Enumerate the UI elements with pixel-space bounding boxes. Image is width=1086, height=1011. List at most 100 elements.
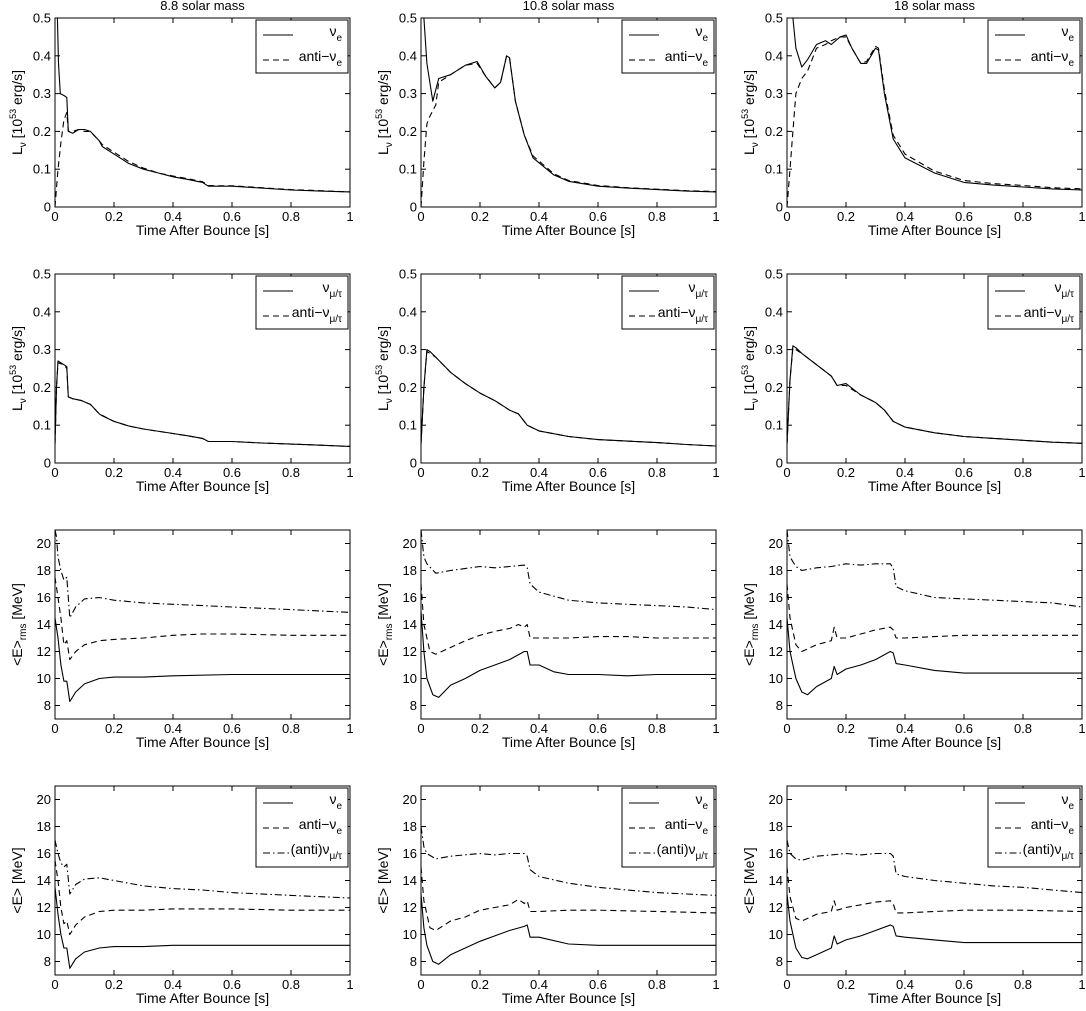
series-line-solid [55,18,350,193]
legend-label: νe [329,23,342,44]
x-tick-label: 0.2 [105,721,123,736]
x-axis-label: Time After Bounce [s] [136,478,269,494]
x-axis-label: Time After Bounce [s] [868,990,1001,1006]
series-line-dashdot [421,826,716,896]
x-tick-label: 1 [712,465,719,480]
axes-box [786,273,1083,464]
x-tick-label: 0.6 [589,721,607,736]
x-tick-label: 0.8 [1014,209,1032,224]
series-line-dashed [421,55,716,207]
y-tick-label: 0 [776,456,783,471]
x-axis-label: Time After Bounce [s] [868,478,1001,494]
x-tick-label: 0.4 [530,977,548,992]
x-tick-label: 0.2 [837,977,855,992]
y-tick-label: 0.3 [399,342,417,357]
y-tick-label: 0.2 [33,124,51,139]
y-tick-label: 0.1 [33,418,51,433]
y-tick-label: 18 [403,563,417,578]
legend-label: anti−νe [1031,816,1075,837]
y-axis-label: <E>rms [MeV] [741,583,761,666]
y-tick-label: 8 [44,698,51,713]
series-line-dashed [421,350,716,447]
x-tick-label: 0.4 [896,209,914,224]
series-line-solid [421,893,716,965]
series-line-solid [421,18,716,193]
x-tick-label: 0.8 [1014,721,1032,736]
y-tick-label: 0.5 [765,11,783,26]
y-tick-label: 14 [403,873,417,888]
x-axis-label: Time After Bounce [s] [502,734,635,750]
x-tick-label: 0 [51,977,58,992]
series-line-dashed [55,362,350,447]
x-tick-label: 0 [51,721,58,736]
y-tick-label: 8 [776,698,783,713]
y-tick-label: 8 [776,954,783,969]
panel: 0 0.2 0.4 0.6 0.8 1 0 0.1 0.2 0.3 0.4 0.5 Time After… [374,267,720,495]
legend: νe anti−νe [255,19,349,74]
panel: 0 0.2 0.4 0.6 0.8 1 0 0.1 0.2 0.3 0.4 0.5 Time After… [374,11,720,239]
y-tick-label: 10 [403,671,417,686]
x-tick-label: 0.2 [105,977,123,992]
y-tick-label: 16 [37,846,51,861]
y-tick-label: 18 [37,819,51,834]
column-title: 8.8 solar mass [160,0,245,13]
x-tick-label: 0.8 [1014,977,1032,992]
x-tick-label: 1 [712,721,719,736]
axes-box [54,273,351,464]
y-axis-label: <E>rms [MeV] [9,583,29,666]
y-tick-label: 16 [769,590,783,605]
legend-box [621,19,715,74]
y-tick-label: 0.2 [399,124,417,139]
y-tick-label: 14 [37,873,51,888]
series-line-dashed [55,860,350,936]
axes-box [786,17,1083,208]
x-tick-label: 1 [346,209,353,224]
series-line-solid [55,617,350,703]
x-tick-label: 0.8 [282,465,300,480]
legend-label: νμ/τ [1055,279,1075,300]
x-tick-label: 0.6 [223,721,241,736]
legend-label: νμ/τ [323,279,343,300]
y-tick-label: 20 [769,792,783,807]
y-tick-label: 0.4 [765,48,783,63]
axes-box [420,17,717,208]
legend-box [255,19,349,74]
x-tick-label: 0.6 [223,209,241,224]
series-line-dashed [55,111,350,207]
legend: νμ/τ anti−νμ/τ [987,275,1081,330]
column-title: 18 solar mass [894,0,975,13]
x-tick-label: 0 [51,209,58,224]
x-tick-label: 0.4 [164,209,182,224]
series-line-dashdot [421,530,716,611]
y-axis-label: <E>rms [MeV] [375,583,395,666]
series-line-dashed [787,583,1082,653]
y-tick-label: 0.4 [33,304,51,319]
x-tick-label: 1 [1078,209,1085,224]
y-tick-label: 16 [403,846,417,861]
y-tick-label: 0.1 [33,162,51,177]
y-tick-label: 20 [403,536,417,551]
y-tick-label: 12 [403,644,417,659]
series-line-solid [55,887,350,969]
legend-label: anti−νμ/τ [658,304,708,325]
x-tick-label: 0.4 [530,721,548,736]
x-tick-label: 0.6 [955,721,973,736]
x-tick-label: 0 [417,721,424,736]
panel: 0 0.2 0.4 0.6 0.8 1 0 0.1 0.2 0.3 0.4 0.5 Time After… [8,11,354,239]
legend-label: anti−νe [299,816,343,837]
y-tick-label: 16 [37,590,51,605]
series-line-solid [787,893,1082,960]
series-line-dashed [787,866,1082,922]
y-axis-label: <E> [MeV] [9,847,25,913]
y-tick-label: 0.3 [765,86,783,101]
y-tick-label: 8 [410,698,417,713]
y-tick-label: 0.2 [399,380,417,395]
y-tick-label: 0.5 [33,267,51,282]
axes-box [54,17,351,208]
legend-label: νe [1061,791,1074,812]
x-axis-label: Time After Bounce [s] [868,734,1001,750]
x-tick-label: 0.4 [896,465,914,480]
y-tick-label: 16 [403,590,417,605]
